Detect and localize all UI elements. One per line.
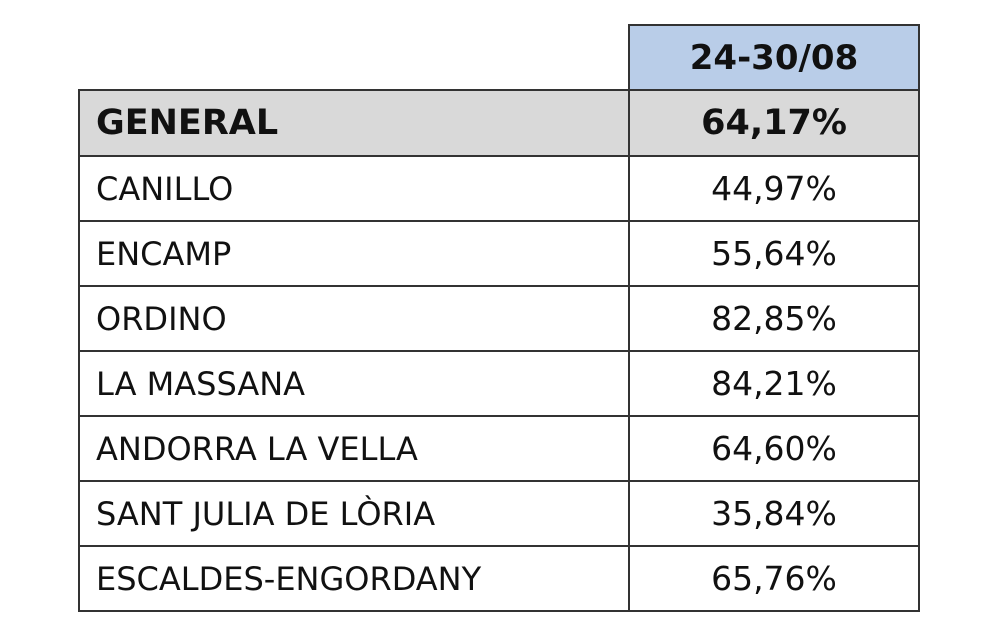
- row-value: 82,85%: [711, 299, 837, 338]
- row-value: 35,84%: [711, 494, 837, 533]
- row-label: GENERAL: [80, 91, 630, 155]
- row-label: ENCAMP: [80, 222, 630, 285]
- row-label: ESCALDES-ENGORDANY: [80, 547, 630, 610]
- table-row-general: GENERAL 64,17%: [80, 91, 918, 155]
- row-value: 55,64%: [711, 234, 837, 273]
- row-label: ANDORRA LA VELLA: [80, 417, 630, 480]
- table-row: ENCAMP 55,64%: [80, 220, 918, 285]
- row-value: 84,21%: [711, 364, 837, 403]
- row-label: LA MASSANA: [80, 352, 630, 415]
- column-header-date-range: 24-30/08: [628, 24, 920, 91]
- table-row: CANILLO 44,97%: [80, 155, 918, 220]
- table-row: ESCALDES-ENGORDANY 65,76%: [80, 545, 918, 610]
- row-value: 64,17%: [701, 103, 847, 143]
- row-label: SANT JULIA DE LÒRIA: [80, 482, 630, 545]
- row-value: 64,60%: [711, 429, 837, 468]
- table-row: SANT JULIA DE LÒRIA 35,84%: [80, 480, 918, 545]
- table-row: LA MASSANA 84,21%: [80, 350, 918, 415]
- row-value: 65,76%: [711, 559, 837, 598]
- row-label: ORDINO: [80, 287, 630, 350]
- occupancy-table: GENERAL 64,17% CANILLO 44,97% ENCAMP 55,…: [78, 89, 920, 612]
- table-row: ORDINO 82,85%: [80, 285, 918, 350]
- table-row: ANDORRA LA VELLA 64,60%: [80, 415, 918, 480]
- row-label: CANILLO: [80, 157, 630, 220]
- row-value: 44,97%: [711, 169, 837, 208]
